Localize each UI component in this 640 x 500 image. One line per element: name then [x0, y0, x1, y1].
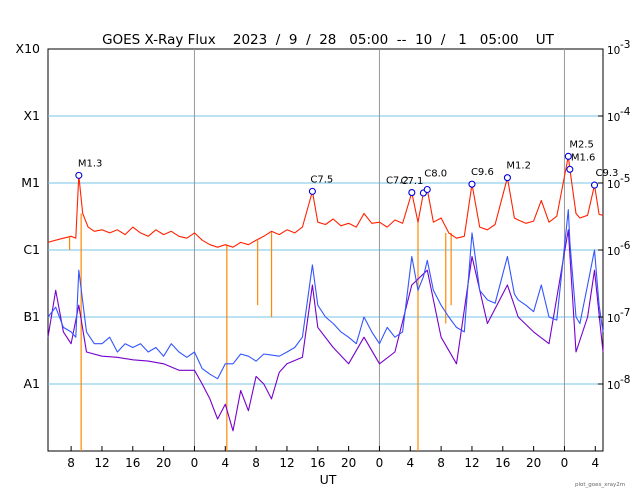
- flare-marker: [503, 174, 511, 182]
- x-tick-label: 0: [376, 456, 384, 470]
- flare-label: M1.3: [78, 158, 103, 169]
- y-tick-label: B1: [23, 309, 40, 324]
- flare-label: C7.2: [386, 176, 409, 187]
- footer-credit: plot_goes_xray2m: [575, 482, 625, 488]
- chart-title: GOES X-Ray Flux 2023 / 9 / 28 05:00 -- 1…: [102, 32, 555, 48]
- x-tick-label: 20: [526, 456, 541, 470]
- y-right-tick-base: 10: [607, 313, 620, 325]
- y-tick-label: A1: [23, 376, 40, 391]
- flare-marker: [468, 180, 476, 188]
- y-right-tick-exponent: -7: [620, 307, 630, 319]
- series-line-long: [47, 155, 604, 248]
- flare-label: M1.6: [571, 152, 596, 163]
- y-right-tick-exponent: -8: [620, 374, 630, 386]
- flare-marker: [590, 181, 599, 189]
- flare-marker: [566, 165, 574, 173]
- flare-label: C7.1: [401, 176, 424, 187]
- flare-marker: [423, 185, 431, 194]
- x-tick-label: 12: [94, 456, 109, 470]
- x-tick-label: 4: [591, 456, 599, 470]
- gridlines: [48, 115, 603, 385]
- x-tick-label: 8: [252, 456, 260, 470]
- x-tick-label: 16: [310, 456, 325, 470]
- y-right-tick-base: 10: [607, 179, 620, 191]
- y-axis-left: X10 X1 M1 C1 B1 A1: [16, 41, 41, 391]
- x-tick-label: 0: [191, 456, 199, 470]
- y-right-tick-base: 10: [607, 112, 620, 124]
- x-tick-label: 4: [221, 456, 229, 470]
- y-right-tick-base: 10: [607, 380, 620, 392]
- flare-marker: [408, 189, 416, 197]
- y-right-tick-base: 10: [607, 45, 620, 57]
- x-axis-label: UT: [320, 472, 337, 487]
- y-right-tick-exponent: -5: [620, 173, 630, 185]
- flare-label: M2.5: [569, 139, 594, 150]
- flare-label: C8.0: [424, 168, 447, 179]
- x-tick-label: 4: [406, 456, 414, 470]
- flare-label: C9.3: [596, 168, 619, 179]
- flare-label: C7.5: [310, 174, 333, 185]
- y-tick-label: X1: [23, 108, 40, 123]
- flare-marker: [564, 152, 572, 160]
- x-tick-label: 8: [67, 456, 75, 470]
- y-tick-label: X10: [16, 41, 41, 56]
- y-axis-right: 10-310-410-510-610-710-8: [598, 39, 631, 392]
- x-tick-label: 20: [341, 456, 356, 470]
- x-tick-label: 16: [125, 456, 140, 470]
- y-right-tick-exponent: -6: [620, 240, 631, 252]
- y-right-tick-base: 10: [607, 246, 620, 258]
- y-tick-label: C1: [23, 242, 40, 257]
- series-line-short: [47, 209, 604, 380]
- flare-markers: M1.3 C7.5 C7.2C7.1C8.0 C9.6 M1.2 M2.5 M1.6C9.3: [75, 139, 619, 197]
- x-tick-label: 12: [279, 456, 294, 470]
- flare-marker: [308, 187, 316, 195]
- y-tick-label: M1: [21, 175, 40, 190]
- flare-marker: [75, 171, 83, 179]
- flare-label: C9.6: [471, 167, 494, 178]
- dropout-lines: [68, 213, 452, 451]
- data-series: [47, 155, 604, 432]
- x-tick-label: 12: [464, 456, 479, 470]
- x-tick-label: 0: [561, 456, 569, 470]
- x-axis: 8 12 16 20 0 4 8 12 16 20 0 4 8 12 16 20 0 4: [67, 446, 599, 470]
- series-line-short-secondary: [47, 229, 604, 432]
- y-right-tick-exponent: -3: [620, 39, 630, 51]
- x-tick-label: 20: [156, 456, 171, 470]
- x-tick-label: 16: [495, 456, 510, 470]
- x-tick-label: 8: [437, 456, 445, 470]
- flare-label: M1.2: [506, 161, 531, 172]
- y-right-tick-exponent: -4: [620, 106, 631, 118]
